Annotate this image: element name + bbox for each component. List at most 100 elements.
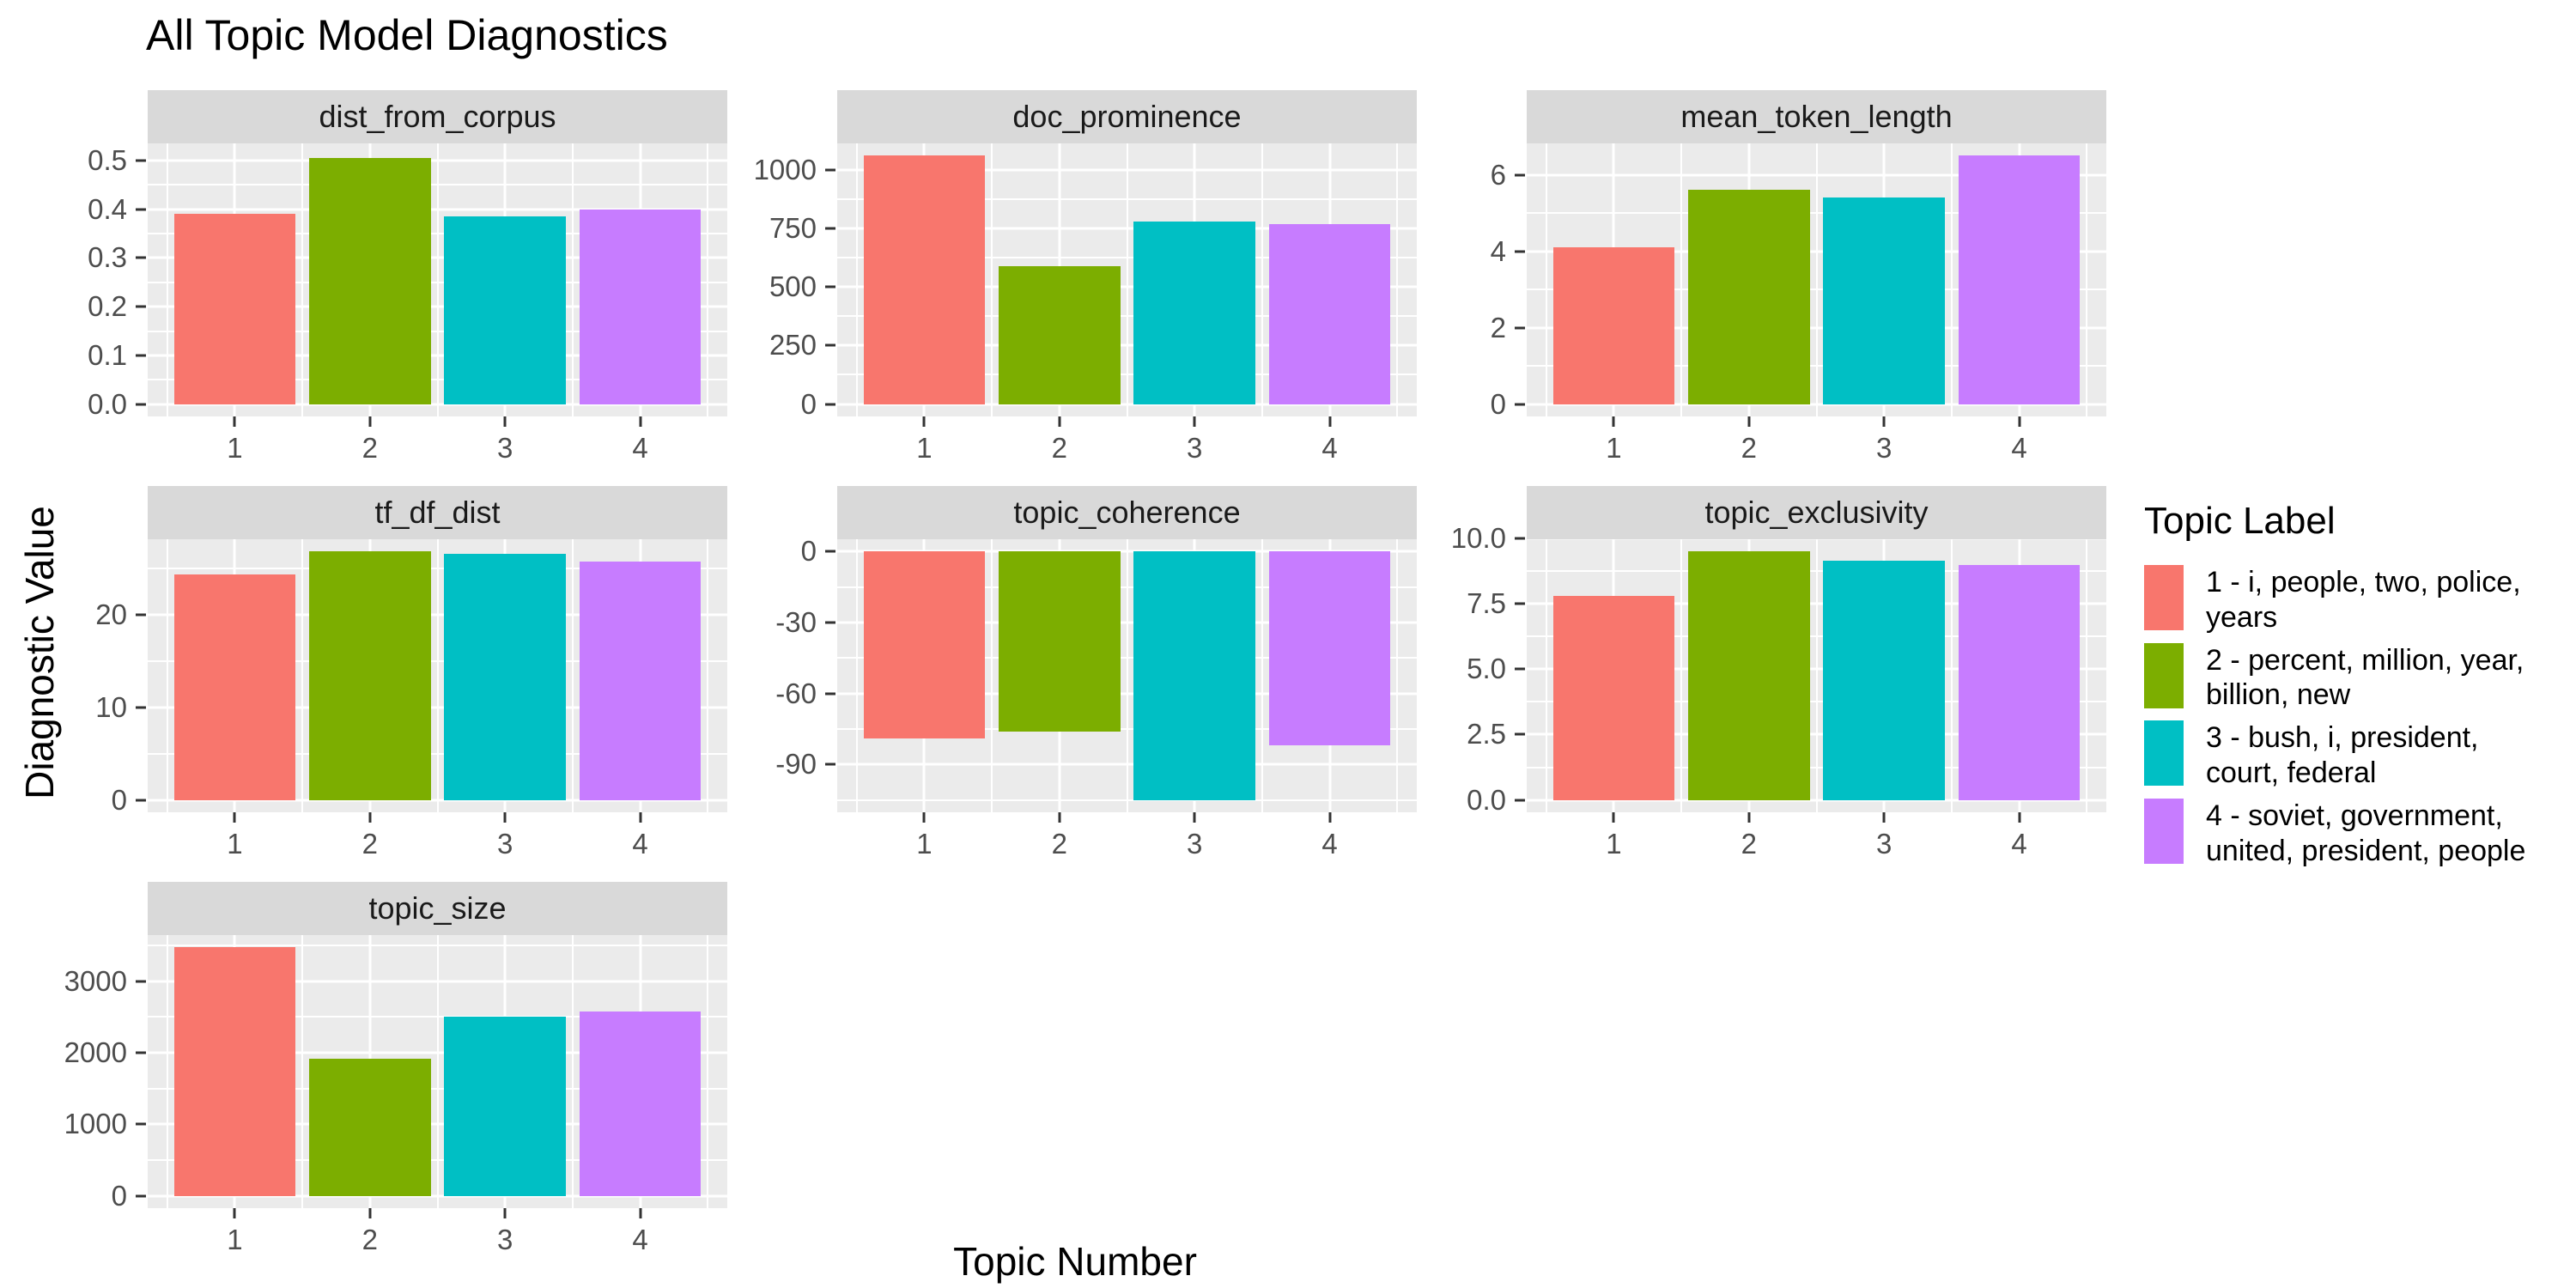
gridline-major — [837, 550, 1417, 553]
gridline-minor — [1815, 539, 1818, 812]
y-tick-mark — [136, 980, 146, 983]
gridline-major — [148, 799, 727, 802]
x-tick-mark — [233, 1208, 236, 1218]
gridline-minor — [1261, 143, 1263, 416]
y-tick-mark — [136, 354, 146, 357]
gridline-minor — [991, 143, 993, 416]
x-tick-label: 1 — [916, 828, 933, 860]
gridline-major — [148, 980, 727, 983]
y-tick-label: 5.0 — [1467, 653, 1506, 685]
gridline-minor — [1950, 539, 1953, 812]
gridline-minor — [1680, 143, 1683, 416]
legend-key-swatch — [2144, 565, 2184, 630]
x-tick-label: 4 — [2011, 828, 2027, 860]
y-tick-mark — [1515, 732, 1525, 736]
legend-entry-label: 3 - bush, i, president, court, federal — [2206, 721, 2479, 789]
y-tick-mark — [136, 256, 146, 259]
x-tick-mark — [233, 416, 236, 427]
x-tick-mark — [922, 416, 926, 427]
y-tick-mark — [136, 799, 146, 802]
gridline-minor — [571, 935, 574, 1208]
gridline-major — [148, 208, 727, 211]
gridline-minor — [1396, 143, 1399, 416]
y-tick-mark — [136, 1194, 146, 1198]
x-tick-mark — [1328, 812, 1331, 823]
legend-key-swatch — [2144, 720, 2184, 787]
x-tick-mark — [368, 812, 372, 823]
gridline-minor — [571, 539, 574, 812]
legend: Topic Label 1 - i, people, two, police, … — [2144, 500, 2573, 876]
x-axis-title: Topic Number — [953, 1239, 1197, 1284]
gridline-major — [1527, 250, 2106, 253]
facet-strip-label: mean_token_length — [1527, 90, 2106, 143]
bar-topic-2 — [1688, 551, 1810, 800]
x-tick-mark — [368, 1208, 372, 1218]
gridline-major — [837, 168, 1417, 172]
y-tick-label: 20 — [95, 598, 127, 630]
x-axis-ticks: 1 2 3 4 — [837, 416, 1417, 465]
gridline-major — [1527, 602, 2106, 605]
x-tick-label: 1 — [227, 1224, 243, 1255]
bar-topic-3 — [1133, 551, 1255, 800]
bar-topic-2 — [309, 1058, 431, 1196]
y-tick-mark — [136, 1051, 146, 1054]
facet-panel — [148, 143, 727, 416]
x-axis-ticks: 1 2 3 4 — [1527, 416, 2106, 465]
y-axis-ticks: 0 10 20 — [43, 539, 148, 816]
y-tick-mark — [136, 159, 146, 162]
x-tick-label: 1 — [1606, 828, 1622, 860]
y-tick-mark — [825, 285, 835, 289]
gridline-major — [1527, 326, 2106, 330]
gridline-minor — [301, 143, 304, 416]
y-tick-label: 2000 — [64, 1036, 127, 1068]
gridline-major — [837, 621, 1417, 624]
x-tick-label: 4 — [632, 1224, 648, 1255]
x-tick-mark — [1612, 416, 1615, 427]
facet-topic_coherence: topic_coherence -90 -60 -30 0 1 2 3 4 — [732, 486, 1417, 860]
x-tick-label: 2 — [361, 828, 379, 860]
legend-entry-label: 1 - i, people, two, police, years — [2206, 566, 2521, 634]
y-tick-label: 250 — [769, 329, 817, 361]
y-tick-mark — [136, 208, 146, 211]
x-tick-label: 3 — [496, 432, 513, 464]
x-tick-label: 4 — [1321, 828, 1338, 860]
y-tick-label: 3000 — [64, 964, 127, 997]
gridline-major — [1527, 403, 2106, 406]
y-tick-label: -90 — [775, 748, 817, 781]
gridline-major — [148, 403, 727, 406]
gridline-minor — [855, 539, 858, 812]
y-tick-label: 0.4 — [88, 192, 127, 225]
x-tick-mark — [1882, 416, 1886, 427]
y-tick-mark — [825, 343, 835, 347]
y-tick-label: 0.0 — [1467, 783, 1506, 816]
gridline-major — [837, 343, 1417, 347]
gridline-major — [148, 159, 727, 162]
facet-tf_df_dist: tf_df_dist 0 10 20 1 2 3 4 — [43, 486, 727, 860]
bar-topic-4 — [1958, 155, 2081, 404]
x-tick-mark — [1328, 416, 1331, 427]
facet-strip-label: doc_prominence — [837, 90, 1417, 143]
x-tick-label: 3 — [496, 1224, 513, 1255]
legend-key-swatch — [2144, 798, 2184, 864]
x-tick-label: 1 — [916, 432, 933, 464]
x-tick-label: 1 — [1606, 432, 1622, 464]
x-tick-label: 2 — [361, 1224, 379, 1255]
y-tick-mark — [136, 305, 146, 308]
gridline-major — [1527, 799, 2106, 802]
x-tick-label: 3 — [1186, 828, 1203, 860]
gridline-minor — [1396, 539, 1399, 812]
gridline-minor — [707, 539, 709, 812]
y-tick-label: 10.0 — [1450, 522, 1506, 555]
x-tick-mark — [503, 416, 507, 427]
y-axis-ticks: 0.0 0.1 0.2 0.3 0.4 0.5 — [43, 143, 148, 420]
gridline-minor — [991, 539, 993, 812]
x-tick-label: 4 — [632, 828, 648, 860]
gridline-minor — [707, 935, 709, 1208]
y-tick-mark — [1515, 537, 1525, 540]
legend-entry-label: 2 - percent, million, year, billion, new — [2206, 643, 2524, 712]
x-tick-label: 2 — [1051, 432, 1068, 464]
gridline-major — [148, 1051, 727, 1054]
y-tick-label: -30 — [775, 606, 817, 639]
gridline-major — [148, 613, 727, 617]
page-title: All Topic Model Diagnostics — [146, 11, 668, 59]
